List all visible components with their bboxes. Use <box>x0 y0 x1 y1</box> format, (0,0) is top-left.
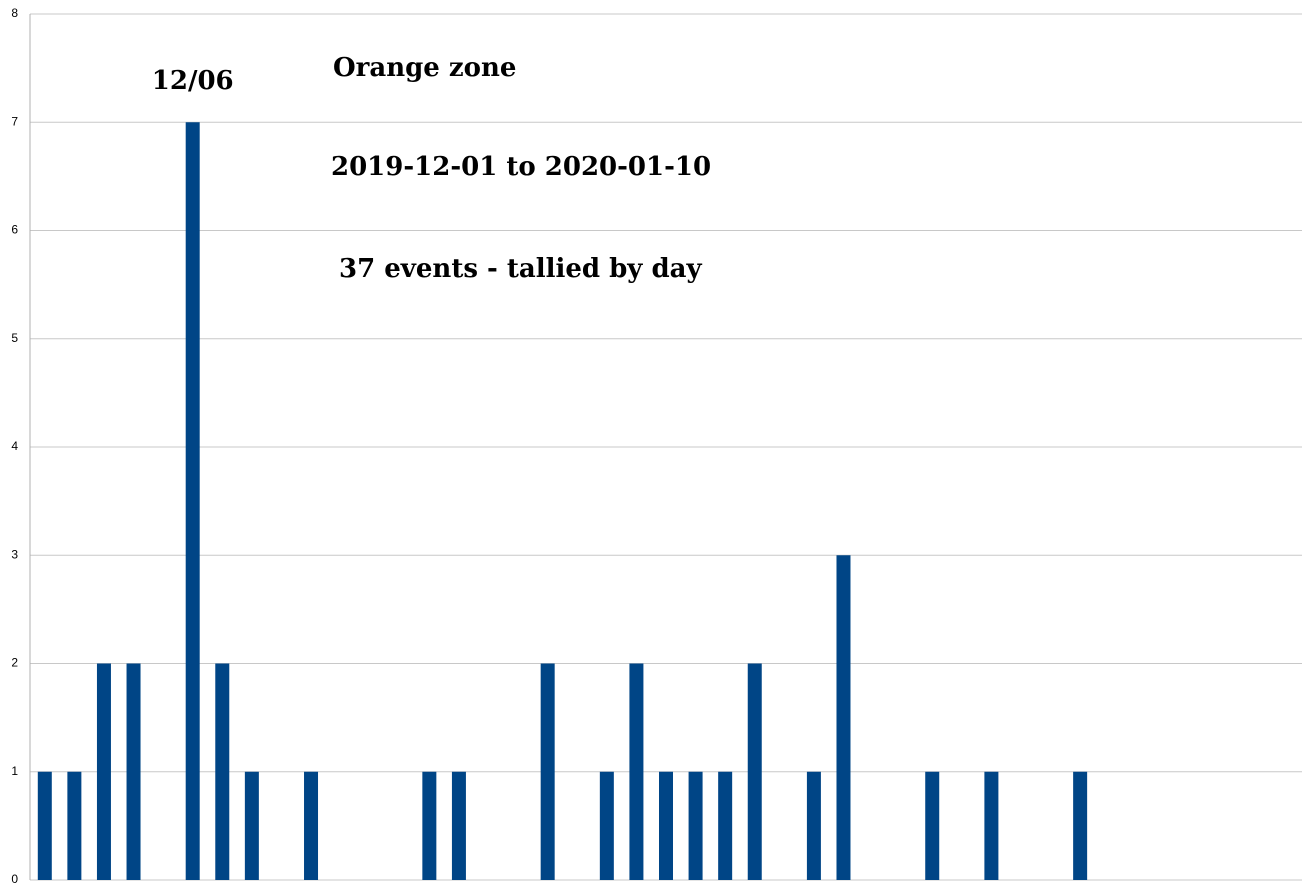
bar <box>185 122 200 880</box>
bar <box>215 663 230 880</box>
annotation: 37 events - tallied by day <box>339 254 702 284</box>
bar <box>984 771 999 880</box>
bar <box>37 771 52 880</box>
bar <box>925 771 940 880</box>
bar <box>451 771 466 880</box>
y-tick-label: 2 <box>11 656 18 670</box>
bar <box>244 771 259 880</box>
bar <box>659 771 673 880</box>
bar <box>688 771 703 880</box>
y-tick-label: 0 <box>11 872 18 886</box>
chart-title: Orange zone <box>333 53 516 83</box>
bar <box>422 771 437 880</box>
bar <box>806 771 821 880</box>
chart-subtitle: 2019-12-01 to 2020-01-10 <box>331 152 711 182</box>
bar <box>629 663 644 880</box>
y-tick-label: 4 <box>11 439 18 453</box>
bar <box>96 663 111 880</box>
bar <box>67 771 82 880</box>
bar <box>1073 771 1088 880</box>
y-tick-label: 6 <box>11 223 18 237</box>
bar <box>599 771 614 880</box>
y-tick-label: 8 <box>11 6 18 20</box>
bar <box>540 663 555 880</box>
bar <box>718 771 733 880</box>
annotation: 12/06 <box>152 66 234 96</box>
y-tick-label: 7 <box>11 114 18 128</box>
bar <box>747 663 762 880</box>
bar <box>836 555 851 880</box>
y-tick-label: 3 <box>11 547 18 561</box>
y-tick-label: 1 <box>11 764 18 778</box>
bar <box>126 663 141 880</box>
y-tick-label: 5 <box>11 331 18 345</box>
bar <box>304 771 319 880</box>
